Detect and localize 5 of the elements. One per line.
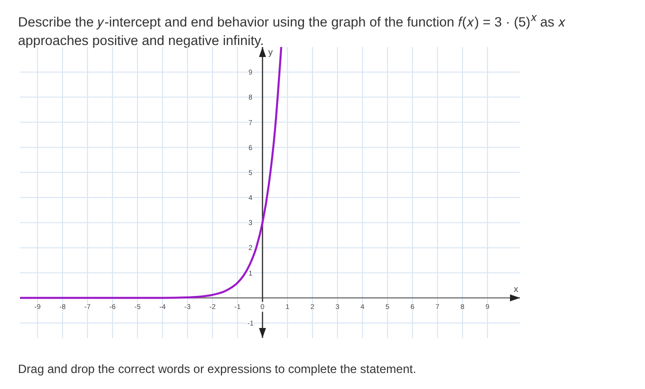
- x-axis-title: x: [514, 284, 519, 294]
- line-series: [19, 46, 282, 299]
- y-axis-title: y: [268, 47, 274, 57]
- text: Drag and drop the correct words or expressions to complete the statement.: [18, 362, 416, 376]
- chart-title: Describe the 𝑦-intercept and end behavior using the graph of the function 𝑓(𝑥) = 3 · (5)$^{𝑥}$ as 𝑥 approaches positive and negative infinity.: [18, 12, 566, 48]
